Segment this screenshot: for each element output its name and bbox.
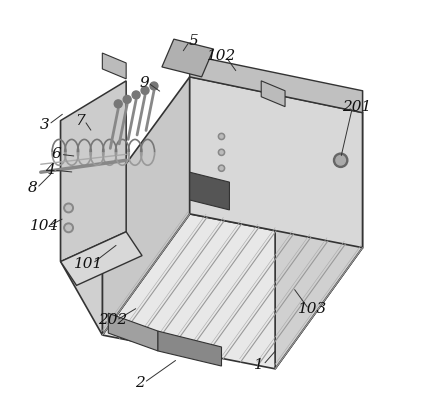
Circle shape <box>220 167 223 170</box>
Text: 1: 1 <box>254 358 264 372</box>
Circle shape <box>220 135 223 138</box>
Text: 104: 104 <box>30 219 59 233</box>
Circle shape <box>64 223 74 232</box>
Circle shape <box>334 153 348 168</box>
Polygon shape <box>190 172 229 210</box>
Circle shape <box>123 96 131 103</box>
Text: 4: 4 <box>45 163 55 177</box>
Polygon shape <box>61 120 102 335</box>
Circle shape <box>150 82 158 90</box>
Circle shape <box>336 156 346 165</box>
Polygon shape <box>162 39 214 77</box>
Text: 5: 5 <box>189 34 198 48</box>
Polygon shape <box>61 81 126 262</box>
Polygon shape <box>108 313 158 351</box>
Text: 101: 101 <box>74 256 103 270</box>
Circle shape <box>66 205 71 211</box>
Polygon shape <box>102 53 126 79</box>
Polygon shape <box>190 55 362 113</box>
Circle shape <box>218 165 225 171</box>
Circle shape <box>218 133 225 140</box>
Circle shape <box>66 225 71 230</box>
Text: 102: 102 <box>207 49 236 63</box>
Text: 6: 6 <box>52 147 62 161</box>
Polygon shape <box>102 77 190 335</box>
Polygon shape <box>61 232 142 286</box>
Polygon shape <box>158 331 222 366</box>
Polygon shape <box>275 113 362 369</box>
Text: 201: 201 <box>342 100 371 114</box>
Text: 202: 202 <box>97 313 127 327</box>
Text: 3: 3 <box>40 118 50 132</box>
Circle shape <box>218 149 225 156</box>
Text: 103: 103 <box>298 302 327 316</box>
Circle shape <box>220 151 223 154</box>
Circle shape <box>64 203 74 213</box>
Circle shape <box>132 91 140 99</box>
Circle shape <box>114 100 122 108</box>
Text: 7: 7 <box>76 114 85 128</box>
Text: 8: 8 <box>28 181 38 195</box>
Polygon shape <box>102 214 362 369</box>
Text: 9: 9 <box>139 76 149 90</box>
Polygon shape <box>275 91 362 232</box>
Polygon shape <box>190 77 362 248</box>
Circle shape <box>141 86 149 94</box>
Text: 2: 2 <box>135 376 145 390</box>
Polygon shape <box>261 81 285 107</box>
